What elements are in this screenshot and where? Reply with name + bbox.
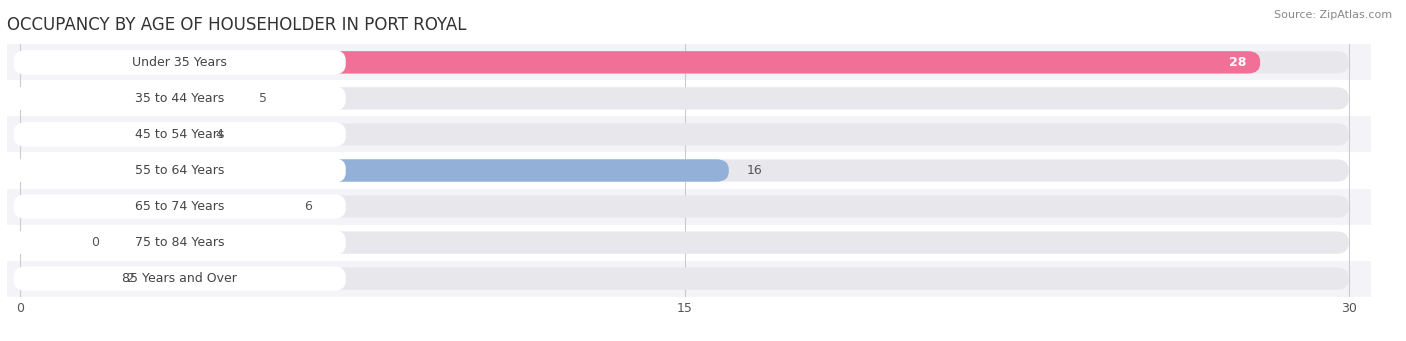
- Text: 75 to 84 Years: 75 to 84 Years: [135, 236, 225, 249]
- Bar: [7, 261, 1371, 297]
- FancyBboxPatch shape: [20, 51, 1348, 74]
- FancyBboxPatch shape: [20, 195, 285, 218]
- Bar: [7, 189, 1371, 225]
- Bar: [7, 152, 1371, 189]
- FancyBboxPatch shape: [14, 194, 346, 219]
- FancyBboxPatch shape: [20, 123, 1348, 146]
- Bar: [7, 44, 1371, 80]
- Text: 2: 2: [127, 272, 135, 285]
- Bar: [7, 225, 1371, 261]
- Text: 45 to 54 Years: 45 to 54 Years: [135, 128, 225, 141]
- FancyBboxPatch shape: [14, 86, 346, 111]
- FancyBboxPatch shape: [20, 232, 73, 254]
- FancyBboxPatch shape: [14, 122, 346, 147]
- Text: OCCUPANCY BY AGE OF HOUSEHOLDER IN PORT ROYAL: OCCUPANCY BY AGE OF HOUSEHOLDER IN PORT …: [7, 16, 467, 34]
- FancyBboxPatch shape: [14, 158, 346, 183]
- Text: 4: 4: [215, 128, 224, 141]
- Text: 85 Years and Over: 85 Years and Over: [122, 272, 238, 285]
- FancyBboxPatch shape: [20, 267, 108, 290]
- FancyBboxPatch shape: [20, 87, 1348, 109]
- Text: 35 to 44 Years: 35 to 44 Years: [135, 92, 225, 105]
- Text: 6: 6: [304, 200, 312, 213]
- Text: 16: 16: [747, 164, 762, 177]
- FancyBboxPatch shape: [20, 267, 1348, 290]
- Text: 65 to 74 Years: 65 to 74 Years: [135, 200, 225, 213]
- FancyBboxPatch shape: [14, 266, 346, 291]
- Text: 0: 0: [91, 236, 100, 249]
- Text: Under 35 Years: Under 35 Years: [132, 56, 228, 69]
- FancyBboxPatch shape: [20, 123, 197, 146]
- FancyBboxPatch shape: [14, 50, 346, 75]
- Bar: [7, 80, 1371, 116]
- FancyBboxPatch shape: [20, 159, 1348, 182]
- FancyBboxPatch shape: [20, 232, 1348, 254]
- Bar: [7, 116, 1371, 152]
- Text: 28: 28: [1229, 56, 1247, 69]
- FancyBboxPatch shape: [20, 87, 242, 109]
- FancyBboxPatch shape: [20, 159, 728, 182]
- Text: 5: 5: [260, 92, 267, 105]
- Text: 55 to 64 Years: 55 to 64 Years: [135, 164, 225, 177]
- FancyBboxPatch shape: [14, 230, 346, 255]
- FancyBboxPatch shape: [20, 51, 1260, 74]
- Text: Source: ZipAtlas.com: Source: ZipAtlas.com: [1274, 10, 1392, 20]
- FancyBboxPatch shape: [20, 195, 1348, 218]
